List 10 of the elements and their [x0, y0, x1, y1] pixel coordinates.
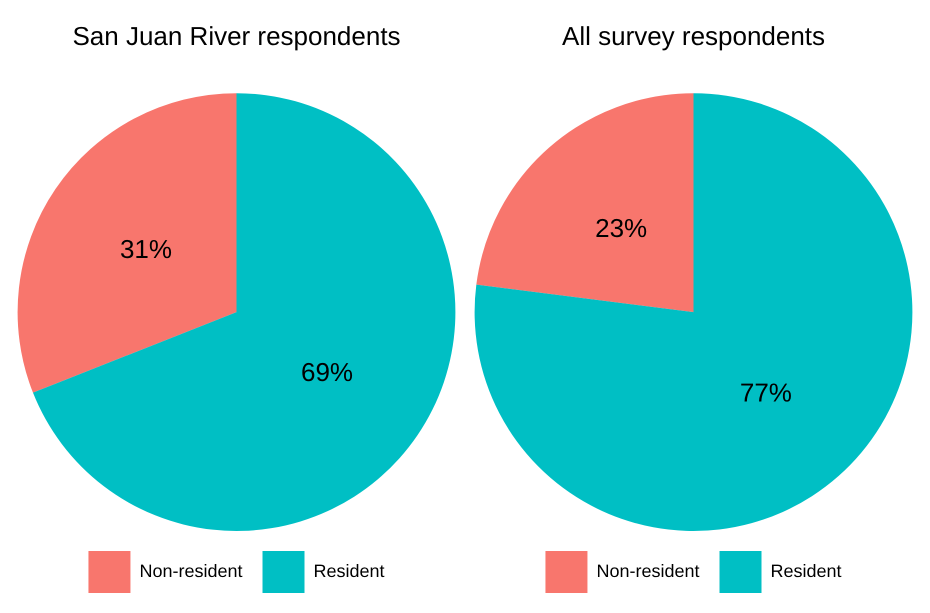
chart-title: All survey respondents [562, 20, 826, 51]
data-label: 31% [120, 234, 172, 264]
chart-title: San Juan River respondents [72, 20, 401, 51]
data-label: 69% [301, 356, 354, 387]
legend-label: Resident [314, 560, 385, 581]
legend-label: Resident [770, 560, 842, 581]
legend-label: Non-resident [596, 560, 700, 581]
legend-label: Non-resident [139, 560, 243, 581]
data-label: 77% [740, 377, 792, 408]
data-label: 23% [595, 213, 648, 244]
